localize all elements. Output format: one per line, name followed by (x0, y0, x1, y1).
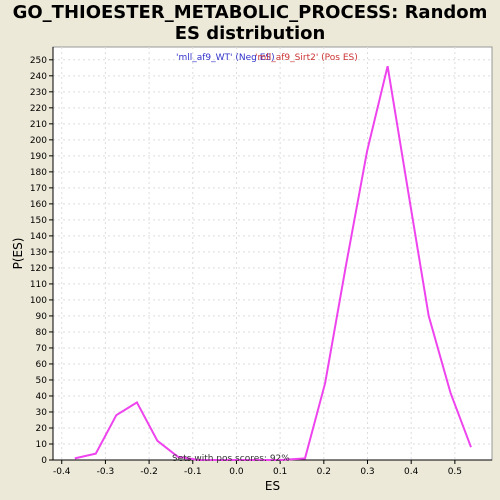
y-tick-label: 80 (36, 328, 48, 338)
y-tick-label: 210 (30, 120, 47, 130)
y-tick-label: 120 (30, 264, 47, 274)
x-axis-label: ES (265, 479, 280, 493)
y-tick-label: 130 (30, 248, 47, 258)
x-tick-label: -0.3 (97, 467, 115, 477)
y-axis-label: P(ES) (11, 238, 25, 270)
y-tick-label: 30 (36, 408, 48, 418)
legend-entry-neg-es: 'mll_af9_WT' (Neg ES) (176, 53, 275, 63)
chart-title-line2: ES distribution (174, 23, 326, 44)
x-tick-label: 0.1 (273, 467, 287, 477)
x-tick-label: 0.5 (448, 467, 462, 477)
y-tick-label: 180 (30, 168, 47, 178)
y-tick-label: 170 (30, 184, 47, 194)
y-tick-label: 110 (30, 280, 47, 290)
y-tick-label: 20 (36, 424, 48, 434)
plot-area (52, 46, 493, 461)
series-line (74, 65, 472, 461)
y-tick-label: 150 (30, 216, 47, 226)
y-tick-label: 220 (30, 104, 47, 114)
chart-title: GO_THIOESTER_METABOLIC_PROCESS: Random E… (0, 2, 500, 44)
y-tick-label: 160 (30, 200, 47, 210)
x-tick-label: -0.2 (140, 467, 158, 477)
y-tick-label: 60 (36, 360, 48, 370)
x-tick-label: -0.4 (53, 467, 71, 477)
y-tick-label: 50 (36, 376, 48, 386)
pos-scores-annotation: Sets with pos scores: 92% (172, 454, 290, 464)
y-tick-label: 230 (30, 88, 47, 98)
x-tick-label: 0.4 (404, 467, 419, 477)
y-tick-label: 40 (36, 392, 48, 402)
y-tick-label: 140 (30, 232, 47, 242)
x-tick-label: 0.2 (317, 467, 331, 477)
y-tick-label: 250 (30, 56, 47, 66)
x-tick-label: 0.3 (360, 467, 374, 477)
y-axis-ticks: 0 10 20 30 40 50 60 70 80 90 100 110 120 130 140 150 160… (30, 56, 53, 466)
y-tick-label: 240 (30, 72, 47, 82)
legend-entry-pos-es: 'mll_af9_Sirt2' (Pos ES) (255, 53, 358, 63)
y-tick-label: 0 (41, 456, 47, 466)
y-tick-label: 70 (36, 344, 48, 354)
chart-title-line1: GO_THIOESTER_METABOLIC_PROCESS: Random (12, 2, 488, 23)
y-tick-label: 200 (30, 136, 47, 146)
x-tick-label: 0.0 (229, 467, 244, 477)
x-tick-label: -0.1 (184, 467, 202, 477)
y-tick-label: 100 (30, 296, 47, 306)
y-tick-label: 190 (30, 152, 47, 162)
y-tick-label: 90 (36, 312, 48, 322)
y-tick-label: 10 (36, 440, 48, 450)
